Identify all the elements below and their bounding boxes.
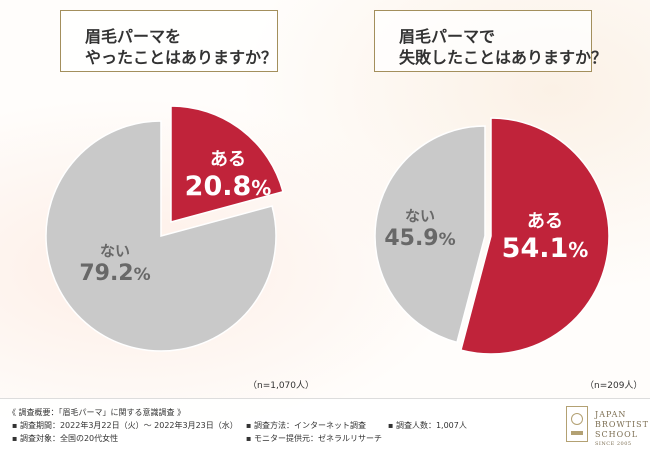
pie-chart-left [45, 105, 284, 352]
percent-sign: % [251, 176, 272, 200]
category-label: ある [527, 211, 563, 232]
survey-footer: 《 調査概要：「眉毛パーマ」に関する意識調査 》 ▪ 調査期間：2022年3月2… [0, 398, 650, 450]
value-label: 54.1 [501, 233, 569, 264]
category-label: ない [404, 207, 435, 225]
pie-slice-nai [374, 125, 486, 344]
slice-label-nai-left: ない 79.2% [70, 240, 160, 286]
value-label: 79.2 [79, 261, 134, 286]
school-crest-logo [566, 406, 588, 442]
percent-sign: % [133, 265, 151, 285]
question-box-left: 眉毛パーマを やったことはありますか？ [60, 10, 278, 72]
crest-emblem [571, 413, 583, 425]
brand-since: SINCE 2005 [595, 441, 632, 447]
category-label: ある [210, 149, 246, 170]
question-line: 失敗したことはありますか？ [399, 48, 608, 67]
survey-method: ▪ 調査方法：インターネット調査 [246, 421, 366, 430]
brand-line: JAPAN [595, 410, 627, 419]
slice-label-aru-left: ある 20.8% [183, 145, 273, 202]
survey-monitor: ▪ モニター提供元：ゼネラルリサーチ [246, 434, 382, 443]
brand-line: SCHOOL [595, 430, 639, 439]
value-label: 20.8 [184, 171, 252, 202]
question-line: 眉毛パーマで [399, 27, 496, 46]
question-line: やったことはありますか？ [85, 48, 278, 67]
percent-sign: % [568, 238, 589, 262]
percent-sign: % [438, 230, 456, 250]
survey-target: ▪ 調査対象：全国の20代女性 [12, 434, 119, 443]
value-label: 45.9 [384, 226, 439, 251]
pie-slice-aru [170, 105, 284, 223]
slice-label-nai-right: ない 45.9% [375, 205, 465, 251]
pie-slice-aru [460, 117, 610, 355]
question-box-right: 眉毛パーマで 失敗したことはありますか？ [374, 10, 607, 72]
survey-period: ▪ 調査期間：2022年3月22日（火）～ 2022年3月23日（水） [12, 421, 238, 430]
sample-size-right: （n=209人） [585, 381, 643, 391]
crest-ribbon [571, 431, 583, 435]
slice-label-aru-right: ある 54.1% [495, 207, 595, 264]
survey-title: 《 調査概要：「眉毛パーマ」に関する意識調査 》 [8, 408, 186, 417]
pie-slice-nai [45, 120, 277, 352]
category-label: ない [99, 242, 130, 260]
pie-chart-right [374, 117, 610, 355]
brand-line: BROWTIST [595, 420, 649, 429]
sample-size-left: （n=1,070人） [248, 381, 315, 391]
question-line: 眉毛パーマを [85, 27, 182, 46]
survey-count: ▪ 調査人数：1,007人 [388, 421, 467, 430]
